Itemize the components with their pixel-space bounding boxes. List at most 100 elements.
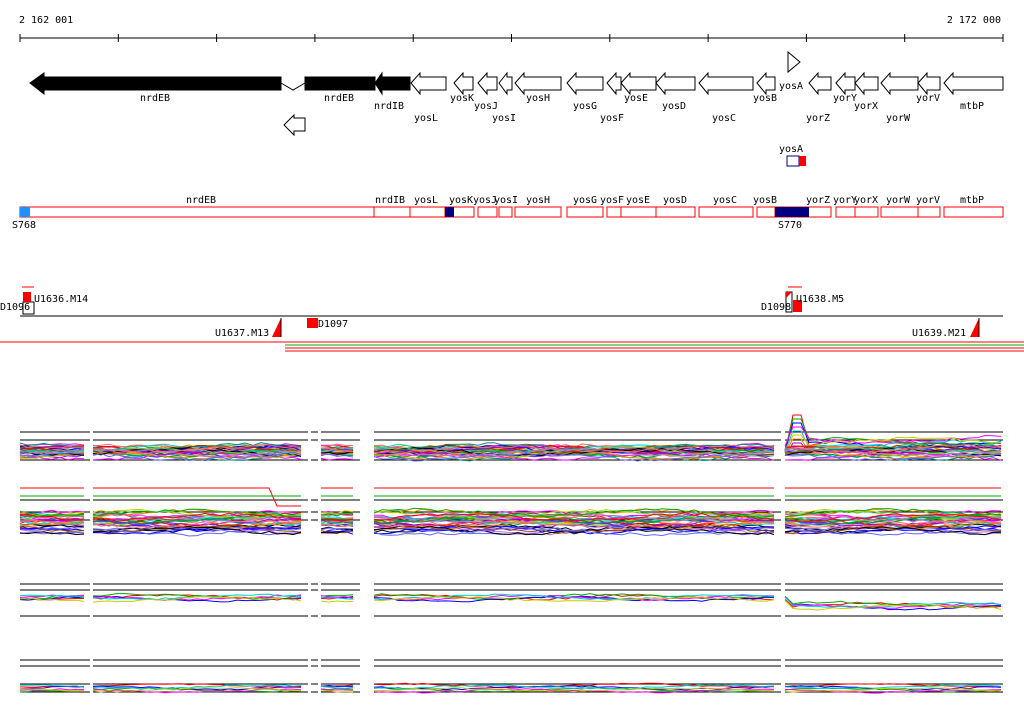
gene-yosL[interactable]	[410, 71, 447, 96]
feature-label-U1638: U1638.M5	[796, 294, 844, 305]
expression-line	[92, 519, 302, 529]
expression-line	[320, 684, 354, 688]
expression-line	[92, 525, 302, 536]
gene-label-yosF: yosF	[600, 113, 624, 124]
expression-line	[373, 594, 775, 602]
expression-line	[92, 684, 302, 690]
expression-line	[92, 450, 302, 459]
gene-label-yosA: yosA	[779, 81, 803, 92]
gene-yosC[interactable]	[698, 71, 754, 96]
feature-U1637-marker[interactable]	[272, 318, 281, 337]
expression-line	[784, 684, 1002, 689]
feature-U1639-marker[interactable]	[970, 318, 979, 337]
expression-line	[19, 525, 85, 532]
strip-gene-box[interactable]	[409, 206, 446, 218]
expression-line	[92, 514, 302, 525]
gene-yosE[interactable]	[620, 71, 657, 96]
gene-yorW[interactable]	[880, 71, 919, 96]
expression-line	[784, 687, 1002, 693]
strip-gene-box[interactable]	[620, 206, 657, 218]
expression-line	[373, 684, 775, 690]
expression-line	[19, 519, 85, 526]
strip-gene-box[interactable]	[477, 206, 498, 218]
strip-gene-box[interactable]	[943, 206, 1004, 218]
expression-panel-3	[19, 583, 1003, 617]
strip-gene-box[interactable]	[835, 206, 856, 218]
expression-line	[784, 595, 1002, 608]
strip-gene-box[interactable]	[373, 206, 411, 218]
gene-yosJ[interactable]	[477, 71, 498, 96]
strip-gene-box[interactable]	[917, 206, 941, 218]
expression-line	[320, 684, 354, 688]
expression-line	[320, 518, 354, 522]
strip-label-yosL: yosL	[414, 195, 438, 206]
feature-track: D1096 U1636.M14 U1637.M13 D1097 D1098 U1…	[0, 286, 1024, 352]
expression-line	[784, 442, 1002, 451]
expression-line	[19, 448, 85, 455]
gene-yorX[interactable]	[854, 71, 879, 96]
gene-label-yosL: yosL	[414, 113, 438, 124]
feature-D1098-block[interactable]	[793, 300, 802, 312]
expression-line	[320, 453, 354, 458]
expression-line	[784, 527, 1002, 536]
strip-gene-box[interactable]	[756, 206, 776, 218]
expression-line	[373, 682, 775, 688]
strip-gene-box[interactable]	[498, 206, 513, 218]
strip-gene-box[interactable]	[514, 206, 562, 218]
gene-yosB[interactable]	[756, 71, 776, 96]
strip-gene-box[interactable]	[698, 206, 754, 218]
strip-gene-box[interactable]	[19, 206, 375, 218]
gene-strip: nrdEB nrdIB yosL yosK yosJ yosI yosH yos…	[12, 195, 1004, 231]
gene-yosH[interactable]	[514, 71, 562, 96]
expression-line	[784, 430, 1002, 452]
gene-yosD[interactable]	[655, 71, 696, 96]
expression-line	[320, 530, 354, 534]
gene-label-yosJ: yosJ	[474, 101, 498, 112]
gene-yosG[interactable]	[566, 71, 604, 96]
gene-label-yosH: yosH	[526, 93, 550, 104]
strip-gene-box[interactable]	[655, 206, 696, 218]
gene-yorV[interactable]	[917, 71, 941, 96]
feature-label-D1096: D1096	[0, 302, 30, 313]
expression-line	[320, 512, 354, 517]
expression-line	[784, 452, 1002, 461]
gene-yosI[interactable]	[498, 71, 513, 96]
gene-label-yosD: yosD	[662, 101, 686, 112]
expression-line	[20, 688, 85, 692]
gene-yosA[interactable]	[787, 50, 801, 74]
gene-yosK[interactable]	[453, 71, 474, 96]
feature-label-U1637: U1637.M13	[215, 328, 269, 339]
gene-mtbP[interactable]	[943, 71, 1004, 96]
strip-label-yorY: yorY	[833, 195, 857, 206]
expression-line	[19, 451, 85, 457]
strip-gene-box[interactable]	[566, 206, 604, 218]
feature-D1097-block[interactable]	[307, 318, 318, 328]
feature-D1096-block[interactable]	[23, 292, 31, 302]
gene-small-reverse[interactable]	[283, 113, 306, 137]
feature-label-U1636: U1636.M14	[34, 294, 88, 305]
expression-line	[784, 434, 1002, 453]
gene-nrdEB-1[interactable]	[29, 72, 282, 96]
strip-gene-box[interactable]	[606, 206, 622, 218]
expression-line	[19, 526, 85, 532]
expression-line	[784, 683, 1002, 688]
gene-nrdEB-2[interactable]	[304, 76, 376, 91]
expression-line	[320, 450, 354, 455]
gene-yorZ[interactable]	[808, 71, 832, 96]
expression-line	[373, 519, 775, 530]
expression-line	[784, 517, 1002, 528]
yosA-feature-box[interactable]: yosA	[779, 144, 806, 167]
strip-gene-box[interactable]	[880, 206, 919, 218]
gene-yorY[interactable]	[835, 71, 856, 96]
expression-line	[784, 447, 1002, 457]
expression-line	[320, 523, 354, 527]
strip-label-yosE: yosE	[626, 195, 650, 206]
expression-line	[19, 447, 85, 454]
gene-nrdIB[interactable]	[374, 71, 411, 96]
gene-label-mtbP: mtbP	[960, 101, 984, 112]
expression-line	[320, 523, 354, 528]
expression-panel-2	[19, 487, 1003, 537]
strip-gene-box[interactable]	[854, 206, 879, 218]
gene-yosF[interactable]	[606, 71, 622, 96]
gene-label-yorV: yorV	[916, 93, 940, 104]
